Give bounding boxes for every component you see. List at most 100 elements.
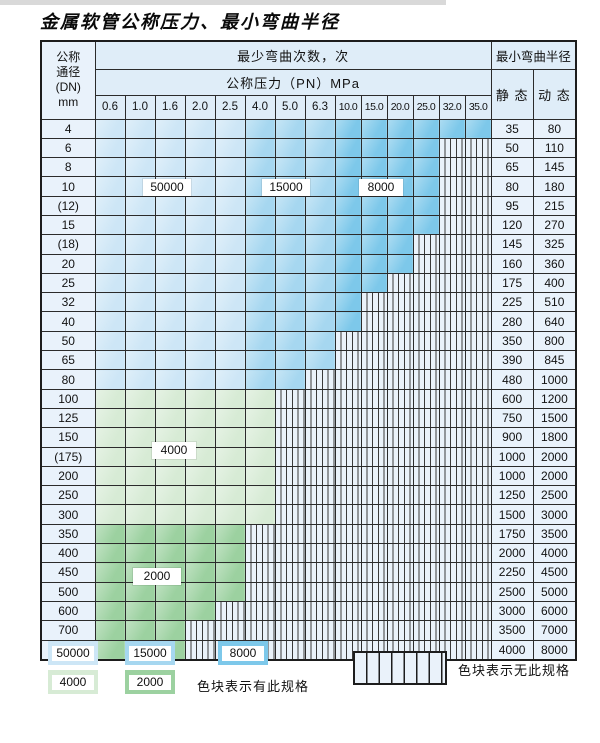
no-spec-cell: [244, 581, 276, 602]
spec-available-cell: [360, 137, 388, 159]
spec-available-cell: [334, 157, 362, 178]
spec-available-cell: [184, 543, 216, 564]
no-spec-cell: [334, 427, 362, 448]
spec-available-cell: [304, 234, 336, 255]
spec-available-cell: [184, 485, 216, 506]
spec-available-cell: [360, 157, 388, 178]
spec-available-cell: [360, 195, 388, 216]
no-spec-cell: [464, 214, 492, 236]
spec-available-cell: [334, 311, 362, 332]
static-radius-cell: 1000: [490, 465, 534, 487]
table-body: 4 35 80 6 50 110 8 65 145 10 80 180 (12) 95 215 15 120 27…: [40, 118, 577, 661]
no-spec-cell: [304, 639, 336, 661]
no-spec-cell: [412, 407, 440, 429]
static-radius-cell: 50: [490, 137, 534, 159]
spec-available-cell: [154, 600, 186, 622]
spec-available-cell: [184, 369, 216, 390]
no-spec-cell: [334, 543, 362, 564]
spec-available-cell: [124, 620, 156, 641]
no-spec-cell: [412, 504, 440, 525]
no-spec-cell: [386, 523, 414, 545]
no-spec-cell: [412, 446, 440, 467]
no-spec-cell: [438, 137, 466, 159]
table-row: 50 350 800: [40, 330, 577, 352]
spec-available-cell: [214, 234, 246, 255]
spec-available-cell: [184, 504, 216, 525]
no-spec-cell: [360, 292, 388, 313]
spec-available-cell: [154, 485, 186, 506]
no-spec-cell: [438, 504, 466, 525]
spec-available-cell: [334, 137, 362, 159]
no-spec-cell: [214, 600, 246, 622]
spec-available-cell: [412, 137, 440, 159]
dn-cell: 4: [40, 118, 96, 139]
static-header: 静 态: [490, 68, 534, 120]
no-spec-cell: [360, 485, 388, 506]
table-row: 8 65 145: [40, 157, 577, 178]
spec-available-cell: [244, 388, 276, 409]
table-row: 250 1250 2500: [40, 485, 577, 506]
cycles-header: 最少弯曲次数，次: [94, 40, 492, 70]
no-spec-cell: [438, 311, 466, 332]
table-row: 25 175 400: [40, 272, 577, 294]
no-spec-cell: [360, 311, 388, 332]
spec-available-cell: [334, 195, 362, 216]
dn-cell: 15: [40, 214, 96, 236]
pressure-value: 20.0: [386, 94, 414, 120]
dn-cell: 40: [40, 311, 96, 332]
no-spec-cell: [334, 523, 362, 545]
dn-cell: 150: [40, 427, 96, 448]
spec-available-cell: [274, 118, 306, 139]
spec-available-cell: [274, 253, 306, 274]
spec-available-cell: [124, 523, 156, 545]
no-spec-cell: [438, 562, 466, 583]
static-radius-cell: 1250: [490, 485, 534, 506]
dynamic-radius-cell: 510: [532, 292, 577, 313]
dn-header-line: (DN): [55, 80, 81, 95]
no-spec-cell: [438, 157, 466, 178]
no-spec-cell: [334, 600, 362, 622]
spec-available-cell: [154, 465, 186, 487]
dynamic-radius-cell: 2000: [532, 465, 577, 487]
spec-available-cell: [94, 485, 126, 506]
no-spec-cell: [360, 600, 388, 622]
spec-available-cell: [184, 523, 216, 545]
page-title: 金属软管公称压力、最小弯曲半径: [40, 12, 340, 33]
dn-cell: 700: [40, 620, 96, 641]
static-radius-cell: 900: [490, 427, 534, 448]
no-spec-cell: [274, 388, 306, 409]
spec-available-cell: [154, 311, 186, 332]
no-spec-cell: [244, 543, 276, 564]
dn-header-line: mm: [58, 95, 79, 110]
no-spec-cell: [386, 427, 414, 448]
spec-available-cell: [94, 234, 126, 255]
no-spec-cell: [464, 523, 492, 545]
spec-available-cell: [334, 214, 362, 236]
spec-available-cell: [154, 350, 186, 371]
spec-available-cell: [304, 118, 336, 139]
no-spec-cell: [438, 523, 466, 545]
spec-available-cell: [214, 465, 246, 487]
static-radius-cell: 65: [490, 157, 534, 178]
legend-no-spec-swatch: [353, 651, 447, 685]
static-radius-cell: 2000: [490, 543, 534, 564]
dynamic-radius-cell: 800: [532, 330, 577, 352]
spec-available-cell: [244, 427, 276, 448]
no-spec-cell: [438, 388, 466, 409]
pressure-value: 32.0: [438, 94, 466, 120]
spec-available-cell: [274, 292, 306, 313]
no-spec-cell: [274, 504, 306, 525]
dynamic-radius-cell: 4500: [532, 562, 577, 583]
no-spec-cell: [274, 523, 306, 545]
no-spec-cell: [464, 407, 492, 429]
spec-available-cell: [154, 118, 186, 139]
no-spec-cell: [386, 600, 414, 622]
spec-available-cell: [184, 176, 216, 197]
spec-available-cell: [386, 214, 414, 236]
pressure-value: 4.0: [244, 94, 276, 120]
legend-swatch-label: 4000: [52, 674, 94, 690]
no-spec-cell: [412, 292, 440, 313]
dn-cell: 100: [40, 388, 96, 409]
no-spec-cell: [360, 504, 388, 525]
spec-available-cell: [386, 253, 414, 274]
